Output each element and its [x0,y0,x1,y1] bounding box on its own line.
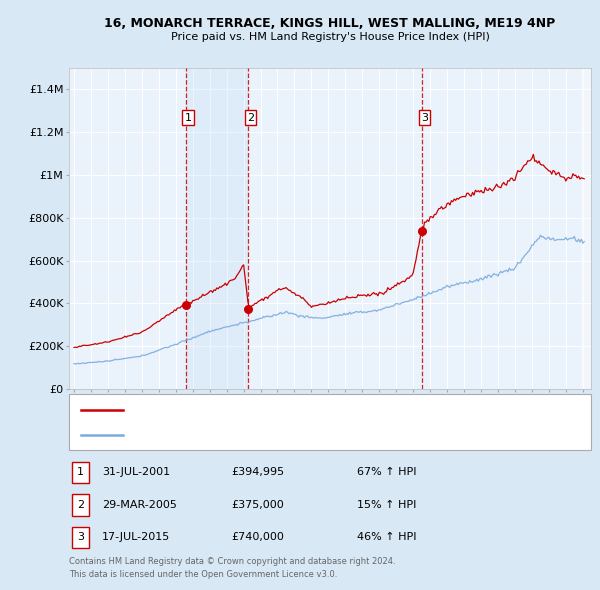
Text: 29-MAR-2005: 29-MAR-2005 [102,500,177,510]
Text: 3: 3 [77,532,84,542]
Text: 3: 3 [421,113,428,123]
Text: 1: 1 [77,467,84,477]
Text: 46% ↑ HPI: 46% ↑ HPI [357,532,416,542]
Text: 2: 2 [247,113,254,123]
Bar [581,68,591,389]
Text: 1: 1 [185,113,191,123]
Text: Contains HM Land Registry data © Crown copyright and database right 2024.: Contains HM Land Registry data © Crown c… [69,556,395,566]
Text: HPI: Average price, detached house, Tonbridge and Malling: HPI: Average price, detached house, Tonb… [129,430,417,440]
Text: Price paid vs. HM Land Registry's House Price Index (HPI): Price paid vs. HM Land Registry's House … [170,32,490,42]
Text: £375,000: £375,000 [231,500,284,510]
Text: 16, MONARCH TERRACE, KINGS HILL, WEST MALLING, ME19 4NP (detached house): 16, MONARCH TERRACE, KINGS HILL, WEST MA… [129,405,533,415]
Text: 17-JUL-2015: 17-JUL-2015 [102,532,170,542]
Text: 15% ↑ HPI: 15% ↑ HPI [357,500,416,510]
Text: 2: 2 [77,500,84,510]
Text: 67% ↑ HPI: 67% ↑ HPI [357,467,416,477]
Bar [185,68,248,389]
Text: £394,995: £394,995 [231,467,284,477]
Text: 16, MONARCH TERRACE, KINGS HILL, WEST MALLING, ME19 4NP: 16, MONARCH TERRACE, KINGS HILL, WEST MA… [104,17,556,30]
Text: This data is licensed under the Open Government Licence v3.0.: This data is licensed under the Open Gov… [69,569,337,579]
Text: 31-JUL-2001: 31-JUL-2001 [102,467,170,477]
Text: £740,000: £740,000 [231,532,284,542]
